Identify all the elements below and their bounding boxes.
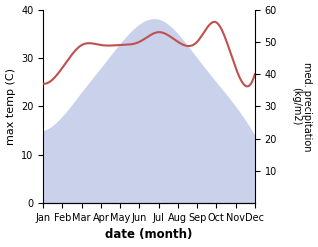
Y-axis label: max temp (C): max temp (C) — [5, 68, 16, 145]
X-axis label: date (month): date (month) — [105, 228, 193, 242]
Y-axis label: med. precipitation
(kg/m2): med. precipitation (kg/m2) — [291, 62, 313, 151]
